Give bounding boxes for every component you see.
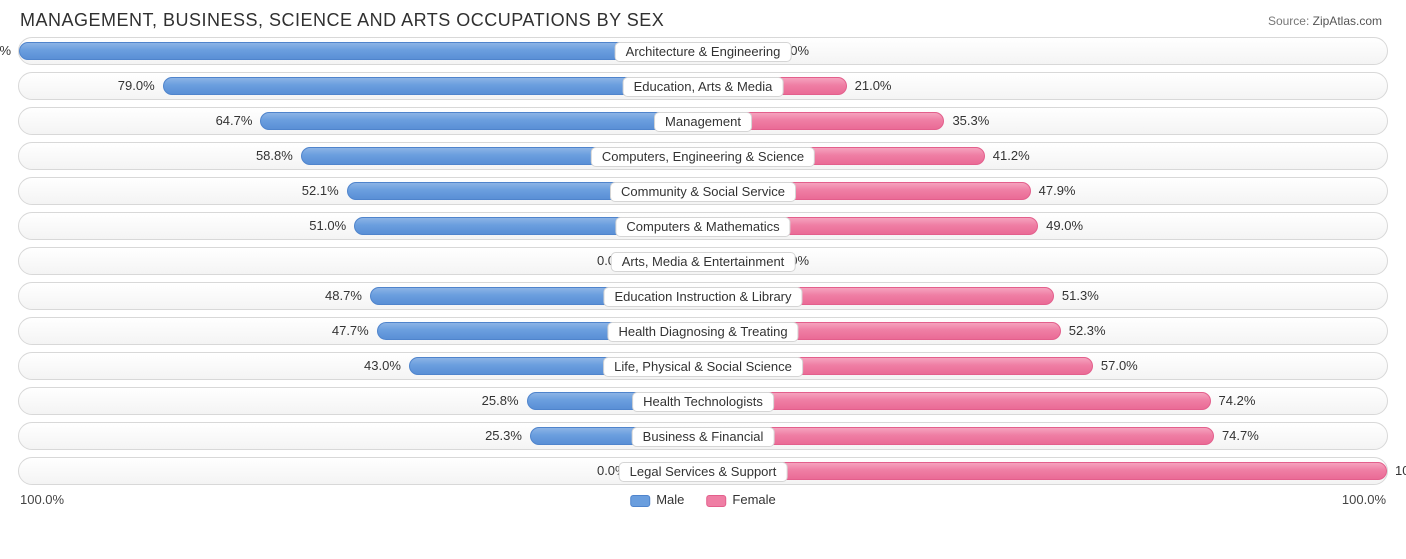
female-half: 57.0%: [703, 353, 1387, 379]
male-value: 58.8%: [256, 148, 293, 163]
female-half: 52.3%: [703, 318, 1387, 344]
chart-row: 64.7% 35.3% Management: [18, 107, 1388, 135]
male-half: 0.0%: [19, 458, 703, 484]
category-label: Business & Financial: [632, 427, 775, 447]
chart-row: 43.0% 57.0% Life, Physical & Social Scienc…: [18, 352, 1388, 380]
source-name: ZipAtlas.com: [1313, 14, 1382, 28]
female-value: 74.7%: [1222, 428, 1259, 443]
axis-right-label: 100.0%: [1342, 492, 1386, 507]
female-value: 47.9%: [1039, 183, 1076, 198]
female-value: 100.0%: [1395, 463, 1406, 478]
category-label: Legal Services & Support: [619, 462, 788, 482]
male-half: 64.7%: [19, 108, 703, 134]
category-label: Computers & Mathematics: [615, 217, 790, 237]
occupations-chart: 100.0%0.0%Architecture & Engineering79.0…: [18, 37, 1388, 485]
axis: 100.0% 100.0% Male Female: [18, 492, 1388, 514]
female-value: 41.2%: [993, 148, 1030, 163]
male-half: 0.0%: [19, 248, 703, 274]
female-value: 21.0%: [855, 78, 892, 93]
legend-female-label: Female: [732, 492, 775, 507]
female-value: 35.3%: [952, 113, 989, 128]
axis-left-label: 100.0%: [20, 492, 64, 507]
female-half: 49.0%: [703, 213, 1387, 239]
category-label: Health Technologists: [632, 392, 774, 412]
chart-title: MANAGEMENT, BUSINESS, SCIENCE AND ARTS O…: [20, 10, 1388, 31]
male-value: 47.7%: [332, 323, 369, 338]
chart-row: 25.8% 74.2% Health Technologists: [18, 387, 1388, 415]
chart-row: 47.7% 52.3% Health Diagnosing & Treating: [18, 317, 1388, 345]
female-half: 74.2%: [703, 388, 1387, 414]
male-value: 48.7%: [325, 288, 362, 303]
chart-row: 58.8% 41.2% Computers, Engineering & Scien…: [18, 142, 1388, 170]
female-bar: [703, 392, 1211, 410]
chart-row: 0.0%100.0%Legal Services & Support: [18, 457, 1388, 485]
swatch-female-icon: [706, 495, 726, 507]
category-label: Management: [654, 112, 752, 132]
female-half: 0.0%: [703, 38, 1387, 64]
category-label: Community & Social Service: [610, 182, 796, 202]
chart-row: 100.0%0.0%Architecture & Engineering: [18, 37, 1388, 65]
category-label: Arts, Media & Entertainment: [611, 252, 796, 272]
female-half: 100.0%: [703, 458, 1387, 484]
male-half: 51.0%: [19, 213, 703, 239]
male-half: 43.0%: [19, 353, 703, 379]
female-bar: [703, 462, 1387, 480]
male-value: 25.8%: [482, 393, 519, 408]
male-half: 100.0%: [19, 38, 703, 64]
female-half: 51.3%: [703, 283, 1387, 309]
category-label: Architecture & Engineering: [615, 42, 792, 62]
male-bar: [260, 112, 703, 130]
female-value: 49.0%: [1046, 218, 1083, 233]
male-value: 64.7%: [216, 113, 253, 128]
female-half: 74.7%: [703, 423, 1387, 449]
female-half: 21.0%: [703, 73, 1387, 99]
chart-row: 51.0% 49.0% Computers & Mathematics: [18, 212, 1388, 240]
male-half: 52.1%: [19, 178, 703, 204]
female-value: 74.2%: [1219, 393, 1256, 408]
category-label: Computers, Engineering & Science: [591, 147, 815, 167]
category-label: Education, Arts & Media: [623, 77, 784, 97]
male-half: 25.8%: [19, 388, 703, 414]
male-value: 25.3%: [485, 428, 522, 443]
female-half: 0.0%: [703, 248, 1387, 274]
male-value: 43.0%: [364, 358, 401, 373]
female-half: 47.9%: [703, 178, 1387, 204]
male-half: 48.7%: [19, 283, 703, 309]
female-value: 51.3%: [1062, 288, 1099, 303]
female-value: 57.0%: [1101, 358, 1138, 373]
male-value: 100.0%: [0, 43, 11, 58]
male-bar: [19, 42, 703, 60]
chart-row: 79.0% 21.0% Education, Arts & Media: [18, 72, 1388, 100]
legend-male-label: Male: [656, 492, 684, 507]
category-label: Health Diagnosing & Treating: [607, 322, 798, 342]
male-half: 25.3%: [19, 423, 703, 449]
legend: Male Female: [630, 492, 776, 507]
source-credit: Source: ZipAtlas.com: [1268, 14, 1382, 28]
category-label: Education Instruction & Library: [603, 287, 802, 307]
chart-row: 52.1% 47.9% Community & Social Service: [18, 177, 1388, 205]
chart-row: 25.3% 74.7% Business & Financial: [18, 422, 1388, 450]
male-value: 79.0%: [118, 78, 155, 93]
chart-row: 0.0%0.0%Arts, Media & Entertainment: [18, 247, 1388, 275]
source-label: Source:: [1268, 14, 1309, 28]
male-half: 47.7%: [19, 318, 703, 344]
female-half: 35.3%: [703, 108, 1387, 134]
male-value: 51.0%: [309, 218, 346, 233]
male-half: 79.0%: [19, 73, 703, 99]
female-value: 52.3%: [1069, 323, 1106, 338]
category-label: Life, Physical & Social Science: [603, 357, 803, 377]
female-bar: [703, 427, 1214, 445]
swatch-male-icon: [630, 495, 650, 507]
chart-row: 48.7% 51.3% Education Instruction & Librar…: [18, 282, 1388, 310]
legend-male: Male: [630, 492, 684, 507]
legend-female: Female: [706, 492, 775, 507]
male-value: 52.1%: [302, 183, 339, 198]
